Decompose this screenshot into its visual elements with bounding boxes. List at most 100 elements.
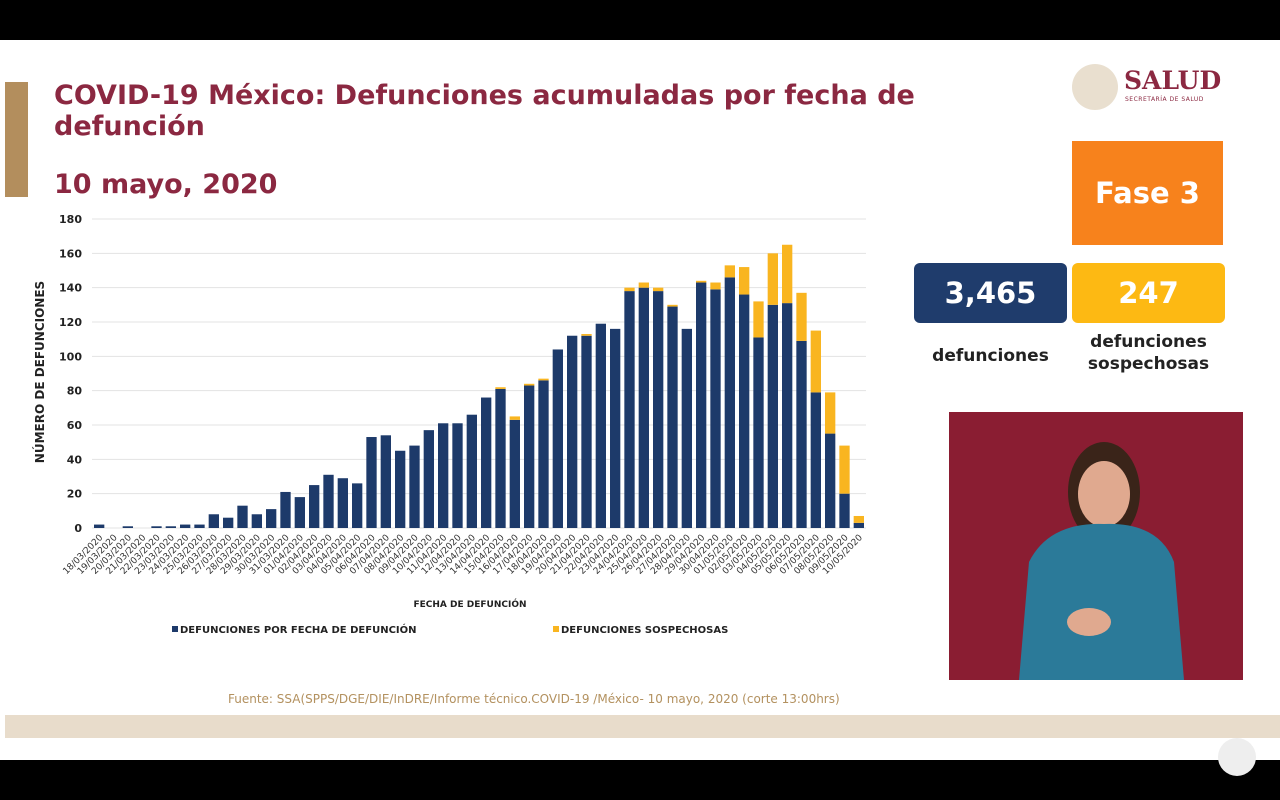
bar: [567, 335, 578, 528]
y-tick-label: 20: [67, 488, 83, 501]
title: COVID-19 México: Defunciones acumuladas …: [54, 80, 915, 142]
x-axis-title: FECHA DE DEFUNCIÓN: [413, 598, 526, 610]
bar: [452, 423, 463, 528]
stat-value: 3,465: [914, 263, 1067, 323]
bar: [853, 522, 864, 528]
seal: [1072, 64, 1118, 110]
bar: [753, 301, 764, 338]
bar: [610, 328, 621, 528]
bar: [595, 323, 606, 528]
y-tick-label: 120: [59, 316, 82, 329]
legend-swatch: [553, 626, 559, 632]
bar: [681, 328, 692, 528]
bar: [509, 419, 520, 528]
bar: [782, 303, 793, 528]
bar: [337, 478, 348, 528]
bar: [151, 526, 162, 528]
y-tick-label: 160: [59, 247, 82, 260]
bar: [638, 287, 649, 528]
bar: [438, 423, 449, 528]
legend-swatch: [172, 626, 178, 632]
bar: [796, 292, 807, 341]
bar: [509, 416, 520, 420]
bar: [194, 524, 205, 528]
y-tick-label: 140: [59, 282, 82, 295]
y-tick-label: 100: [59, 350, 82, 363]
y-tick-label: 40: [67, 453, 83, 466]
bar: [624, 291, 635, 528]
bar: [538, 380, 549, 528]
bar: [739, 294, 750, 528]
footer-band: [5, 715, 1280, 738]
stat-value: 247: [1072, 263, 1225, 323]
bar: [825, 392, 836, 434]
bar: [165, 526, 176, 528]
hands: [1067, 608, 1111, 636]
stat-label: defunciones: [932, 346, 1049, 366]
logo-name: SALUD: [1124, 66, 1222, 95]
bar: [810, 392, 821, 528]
bar: [223, 517, 234, 528]
stat-label: defunciones sospechosas: [1087, 332, 1210, 374]
bar: [696, 282, 707, 528]
bar: [696, 280, 707, 283]
bar: [653, 287, 664, 292]
phase-badge: Fase 3: [1072, 141, 1223, 245]
source: Fuente: SSA(SPPS/DGE/DIE/InDRE/Informe t…: [228, 692, 840, 706]
bar: [839, 493, 850, 528]
bar: [466, 414, 477, 528]
bar: [667, 304, 678, 307]
bar: [724, 265, 735, 278]
gov-logo: [1218, 738, 1256, 776]
bar: [810, 330, 821, 393]
bar: [495, 388, 506, 528]
face: [1078, 461, 1130, 527]
bar: [380, 435, 391, 528]
bar: [423, 430, 434, 528]
accent-bar: [5, 82, 28, 197]
bar: [753, 337, 764, 528]
bar: [538, 378, 549, 381]
bar: [251, 514, 262, 528]
chart: 0 20 40 60 80 100 120 140 160 180 NÚMERO DE DEFUNC…: [32, 213, 866, 636]
bar: [653, 291, 664, 528]
bar: [724, 277, 735, 528]
y-tick-label: 180: [59, 213, 82, 226]
bar: [237, 505, 248, 528]
bar: [94, 524, 105, 528]
y-tick-label: 80: [67, 385, 83, 398]
bar: [825, 433, 836, 528]
bar: [552, 349, 563, 528]
bar: [409, 445, 420, 528]
bar: [796, 340, 807, 528]
bar: [266, 509, 277, 528]
bar: [710, 289, 721, 528]
bar: [782, 244, 793, 304]
bar: [395, 450, 406, 528]
bar: [638, 282, 649, 288]
bar: [323, 474, 334, 528]
bar: [280, 491, 291, 528]
bar: [180, 524, 191, 528]
bar: [739, 267, 750, 295]
y-tick-label: 60: [67, 419, 83, 432]
bar: [767, 253, 778, 305]
bar: [366, 437, 377, 528]
y-tick-label: 0: [74, 522, 82, 535]
bar: [853, 515, 864, 523]
bar: [309, 485, 320, 528]
bar: [495, 387, 506, 389]
bar: [122, 526, 133, 528]
legend-label: DEFUNCIONES POR FECHA DE DEFUNCIÓN: [180, 623, 417, 636]
bar: [710, 282, 721, 290]
bar: [352, 483, 363, 528]
interpreter-video: [949, 412, 1243, 680]
bar: [294, 497, 305, 528]
bar: [481, 397, 492, 528]
bar: [581, 334, 592, 336]
y-axis-title: NÚMERO DE DEFUNCIONES: [32, 281, 47, 463]
legend-label: DEFUNCIONES SOSPECHOSAS: [561, 625, 728, 636]
bar: [524, 383, 535, 386]
date: 10 mayo, 2020: [54, 169, 278, 200]
